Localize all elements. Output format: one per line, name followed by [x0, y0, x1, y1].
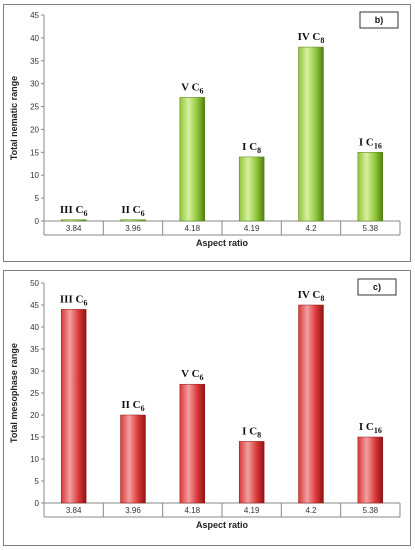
bar-label-main: I C	[242, 425, 257, 437]
y-axis-title: Total mesophase range	[9, 343, 19, 443]
bar-b-2	[179, 97, 206, 222]
bar-b-1	[120, 219, 146, 222]
y-tick-label: 20	[30, 411, 39, 420]
x-tick-label: 4.18	[185, 224, 201, 233]
bar-label: IV C8	[298, 289, 325, 303]
bar-label-main: III C	[60, 293, 84, 305]
y-tick-label: 10	[30, 455, 39, 464]
y-tick-label: 15	[30, 433, 39, 442]
x-tick-label: 3.96	[125, 224, 141, 233]
y-tick-label: 20	[30, 125, 39, 134]
x-axis-title: Aspect ratio	[196, 520, 249, 530]
panel-tag-box	[357, 278, 397, 296]
y-tick-label: 0	[35, 499, 40, 508]
bar-label-subscript: 16	[374, 141, 382, 150]
bar-label: I C8	[242, 425, 261, 439]
y-axis-title: Total nematic range	[9, 76, 19, 160]
x-tick-label: 5.38	[363, 506, 379, 515]
bar-b-3	[238, 156, 265, 222]
y-tick-label: 45	[30, 11, 39, 20]
x-tick-label: 4.2	[305, 506, 317, 515]
bar-label-subscript: 6	[141, 209, 145, 218]
y-tick-label: 40	[30, 323, 39, 332]
y-tick-label: 5	[35, 194, 40, 203]
y-tick-label: 15	[30, 148, 39, 157]
y-tick-label: 30	[30, 80, 39, 89]
bar-label: III C6	[60, 204, 88, 218]
bar-label-main: I C	[359, 421, 374, 433]
bar-label-subscript: 6	[200, 373, 204, 382]
bar-label: IV C8	[298, 31, 325, 45]
bar-c-3	[238, 441, 265, 504]
x-tick-label: 3.84	[66, 224, 82, 233]
bar-c-4	[298, 304, 324, 504]
y-tick-label: 0	[35, 217, 40, 226]
x-tick-label: 3.84	[66, 506, 82, 515]
bar-c-5	[357, 436, 384, 504]
bar-b-4	[298, 46, 324, 222]
x-tick-label: 3.96	[125, 506, 141, 515]
bar-c-2	[179, 383, 206, 504]
x-tick-label: 4.19	[244, 506, 260, 515]
y-tick-label: 25	[30, 103, 39, 112]
bar-label-subscript: 6	[141, 404, 145, 413]
bar-label: II C6	[121, 204, 144, 218]
y-tick-label: 45	[30, 301, 39, 310]
bar-label: I C8	[242, 141, 261, 155]
x-tick-label: 5.38	[363, 224, 379, 233]
bar-label: V C6	[181, 368, 203, 382]
bar-label-subscript: 8	[320, 294, 324, 303]
chart-panel-b: 0 5 10 15 20 25 30 35 40 45 3.84 III C6 3.96 II C6 4.1…	[3, 4, 411, 262]
x-tick-label: 4.2	[305, 224, 317, 233]
bar-label: I C16	[359, 421, 382, 435]
chart-panel-c: 0 5 10 15 20 25 30 35 40 45 50 3.84 III C6 3.96 II C6 4…	[3, 270, 411, 546]
x-tick-label: 4.18	[185, 506, 201, 515]
bar-label-main: V C	[181, 81, 199, 93]
bar-label-subscript: 16	[374, 426, 382, 435]
y-tick-label: 10	[30, 171, 39, 180]
bar-c-0	[60, 309, 87, 504]
bar-label-main: II C	[121, 204, 140, 216]
y-tick-label: 5	[35, 477, 40, 486]
bar-label-subscript: 6	[200, 86, 204, 95]
bar-label-subscript: 8	[320, 36, 324, 45]
y-tick-label: 35	[30, 345, 39, 354]
bar-c-1	[120, 414, 146, 504]
x-axis-title: Aspect ratio	[196, 238, 249, 248]
bar-b-0	[60, 219, 87, 222]
bar-label-subscript: 8	[257, 430, 261, 439]
bar-label-main: IV C	[298, 289, 321, 301]
bar-label-subscript: 6	[83, 298, 87, 307]
bar-label: V C6	[181, 81, 203, 95]
y-tick-label: 30	[30, 367, 39, 376]
panel-tag-label: c)	[373, 282, 381, 292]
bar-label-subscript: 8	[257, 146, 261, 155]
y-tick-label: 35	[30, 57, 39, 66]
bar-label-main: I C	[359, 136, 374, 148]
bar-label-main: II C	[121, 399, 140, 411]
bar-label: I C16	[359, 136, 382, 150]
bar-label-main: V C	[181, 368, 199, 380]
panel-tag-label: b)	[375, 15, 384, 25]
y-tick-label: 25	[30, 389, 39, 398]
bar-label: III C6	[60, 293, 88, 307]
panel-tag-box	[359, 11, 399, 29]
y-tick-label: 40	[30, 34, 39, 43]
bar-label-main: IV C	[298, 31, 321, 43]
bar-b-5	[357, 152, 384, 222]
y-tick-label: 50	[30, 279, 39, 288]
bar-label: II C6	[121, 399, 144, 413]
bar-label-subscript: 6	[83, 209, 87, 218]
bar-label-main: III C	[60, 204, 84, 216]
x-tick-label: 4.19	[244, 224, 260, 233]
bar-label-main: I C	[242, 141, 257, 153]
